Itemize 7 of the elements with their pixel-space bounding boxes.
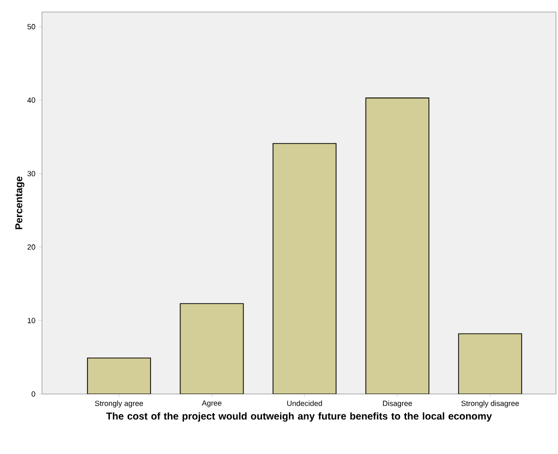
bar (87, 358, 151, 394)
bar (180, 303, 244, 394)
bar (272, 143, 337, 394)
x-axis-title: The cost of the project would outweigh any future benefits to the local economy (106, 412, 492, 422)
y-axis-title: Percentage (15, 176, 24, 230)
bar (458, 333, 522, 394)
bar (365, 98, 430, 394)
